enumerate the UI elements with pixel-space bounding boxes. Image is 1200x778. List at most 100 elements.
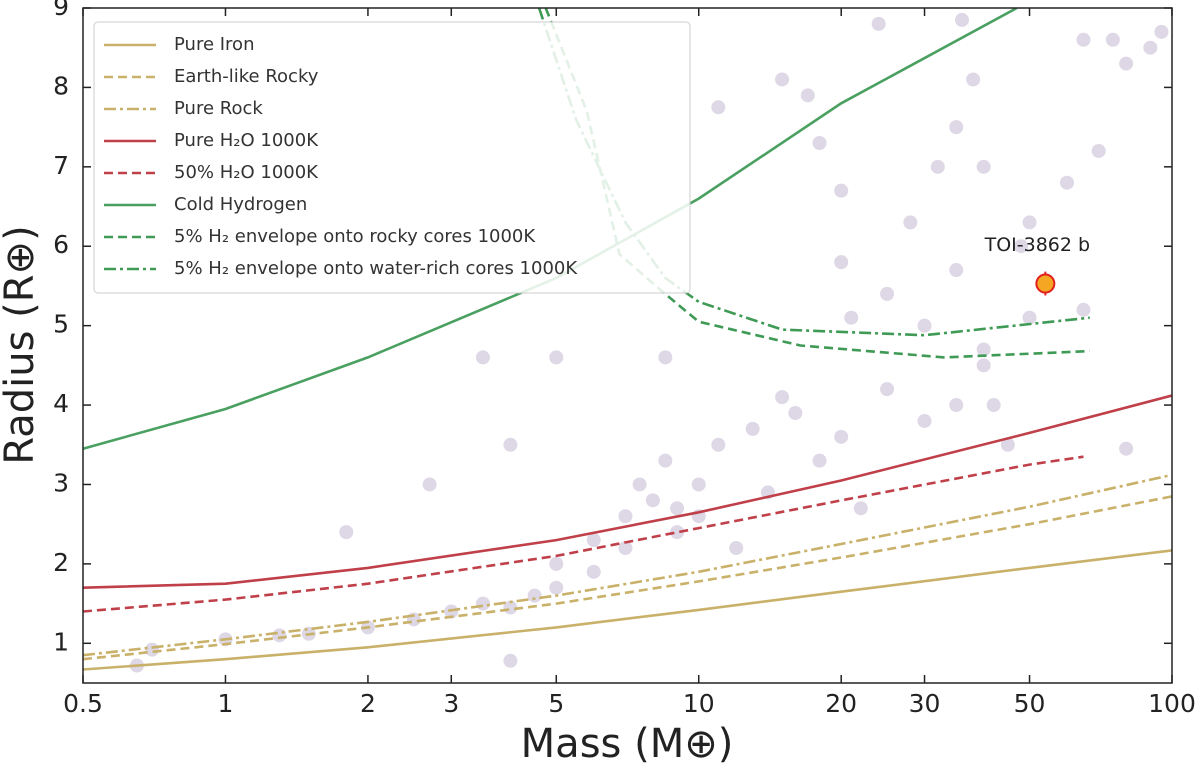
planet-point: [645, 493, 660, 508]
x-axis-label: Mass (M⊕): [521, 721, 734, 767]
planet-point: [475, 350, 490, 365]
planet-point: [1060, 175, 1075, 190]
x-tick-label: 10: [683, 689, 715, 718]
y-tick-label: 6: [53, 230, 69, 259]
planet-point: [745, 421, 760, 436]
model-curve: [83, 473, 1172, 657]
model-curve: [83, 394, 1172, 589]
planet-point: [917, 413, 932, 428]
planet-point: [549, 556, 564, 571]
x-tick-label: 5: [548, 689, 564, 718]
planet-point: [670, 525, 685, 540]
model-curve: [83, 549, 1172, 671]
planet-point: [475, 596, 490, 611]
y-tick-label: 3: [53, 468, 69, 497]
planet-point: [812, 136, 827, 150]
planet-point: [1076, 32, 1091, 47]
planet-point: [339, 525, 354, 540]
planet-point: [880, 382, 895, 397]
y-axis-label: Radius (R⊕): [0, 225, 43, 464]
planet-point: [711, 437, 726, 452]
planet-point: [812, 453, 827, 468]
legend-label: Pure Iron: [174, 34, 254, 55]
model-curve: [544, 8, 1090, 359]
planet-point: [618, 541, 633, 555]
planet-point: [1119, 441, 1134, 456]
planet-point: [800, 88, 815, 103]
y-tick-label: 1: [53, 627, 69, 656]
legend: Pure Iron Earth-like Rocky Pure Rock Pure H…: [93, 21, 691, 294]
planet-point: [853, 501, 868, 516]
planet-point: [422, 477, 437, 492]
x-tick-label: 0.5: [63, 689, 103, 718]
y-tick-label: 2: [53, 548, 69, 577]
planet-point: [1076, 302, 1091, 317]
planet-point: [658, 350, 673, 365]
legend-label: 50% H₂O 1000K: [174, 162, 319, 183]
planet-point: [976, 342, 991, 357]
planet-point: [1154, 24, 1169, 39]
planet-point: [1000, 437, 1015, 452]
planet-point: [903, 215, 918, 230]
planet-point: [834, 429, 849, 444]
planet-point: [1022, 310, 1037, 325]
model-curve: [537, 8, 1090, 337]
legend-label: Pure Rock: [174, 98, 263, 119]
planet-point: [691, 477, 706, 492]
highlight-point: [1035, 273, 1056, 294]
planet-point: [549, 580, 564, 595]
planet-point: [788, 406, 803, 420]
planet-point: [930, 159, 945, 174]
planet-point: [949, 120, 964, 135]
planet-point: [586, 564, 601, 579]
planet-point: [527, 588, 542, 603]
planet-point: [844, 310, 859, 325]
model-curve: [83, 455, 1084, 613]
planet-point: [1014, 239, 1029, 254]
legend-label: Pure H₂O 1000K: [174, 130, 319, 151]
planet-point: [272, 628, 287, 643]
planet-point: [1022, 215, 1037, 230]
planet-point: [1091, 143, 1106, 158]
planet-point: [986, 398, 1001, 413]
planet-point: [145, 642, 160, 657]
y-tick-label: 4: [53, 389, 69, 418]
planet-point: [503, 653, 518, 668]
y-tick-label: 5: [53, 310, 69, 339]
y-tick-label: 9: [53, 0, 69, 21]
planet-point: [632, 477, 647, 492]
legend-label: 5% H₂ envelope onto water-rich cores 100…: [174, 258, 578, 279]
x-tick-label: 20: [825, 689, 857, 718]
x-tick-label: 1: [218, 689, 234, 718]
plot-frame: [82, 7, 1173, 684]
planet-point: [834, 255, 849, 270]
planet-point: [549, 350, 564, 365]
planet-point: [503, 437, 518, 452]
planet-point: [949, 263, 964, 278]
planet-point: [917, 318, 932, 333]
planet-point: [834, 183, 849, 198]
planet-point: [1105, 32, 1120, 47]
legend-label: 5% H₂ envelope onto rocky cores 1000K: [174, 226, 536, 247]
planet-point: [775, 72, 790, 87]
planet-point: [966, 72, 981, 87]
x-tick-label: 3: [443, 689, 459, 718]
planet-point: [711, 100, 726, 115]
planet-point: [658, 453, 673, 468]
planet-point: [955, 12, 970, 27]
planet-point: [1119, 56, 1134, 71]
annotation: TOI-3862 b: [984, 234, 1090, 256]
planet-point: [775, 390, 790, 405]
planet-point: [976, 159, 991, 174]
y-tick-label: 8: [53, 71, 69, 100]
planet-point: [586, 533, 601, 548]
x-tick-label: 50: [1014, 689, 1046, 718]
planet-point: [976, 358, 991, 373]
planet-point: [949, 398, 964, 413]
y-tick-label: 7: [53, 151, 69, 180]
planet-point: [880, 286, 895, 301]
x-tick-label: 30: [909, 689, 941, 718]
x-tick-label: 100: [1148, 689, 1196, 718]
planet-point: [1143, 40, 1158, 55]
